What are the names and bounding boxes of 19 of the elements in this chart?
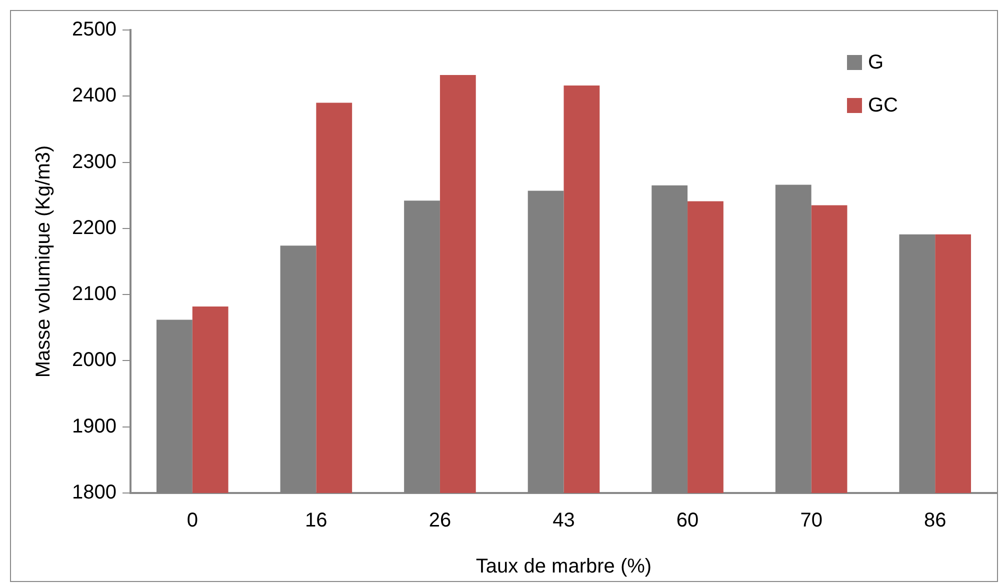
y-tick-label: 2300 bbox=[72, 150, 116, 173]
x-tick-label: 43 bbox=[552, 510, 575, 532]
x-tick-label: 86 bbox=[924, 510, 946, 532]
y-axis-title: Masse volumique (Kg/m3) bbox=[32, 145, 55, 378]
y-tick-label: 2200 bbox=[72, 216, 116, 239]
legend-label: G bbox=[868, 52, 884, 74]
x-tick-label: 26 bbox=[428, 510, 452, 532]
x-tick-label: 70 bbox=[800, 510, 822, 532]
y-tick-label: 1800 bbox=[72, 482, 116, 504]
y-tick-label: 2000 bbox=[72, 349, 116, 372]
y-tick-label: 1900 bbox=[72, 415, 116, 438]
x-axis-title: Taux de marbre (%) bbox=[476, 556, 652, 578]
y-tick-label: 2400 bbox=[72, 84, 116, 107]
legend-label: GC bbox=[868, 94, 898, 117]
x-tick-label: 60 bbox=[676, 510, 699, 532]
x-tick-label: 0 bbox=[186, 510, 198, 532]
x-tick-label: 16 bbox=[305, 510, 328, 532]
y-tick-label: 2500 bbox=[72, 18, 116, 41]
y-tick-label: 2100 bbox=[72, 283, 116, 306]
